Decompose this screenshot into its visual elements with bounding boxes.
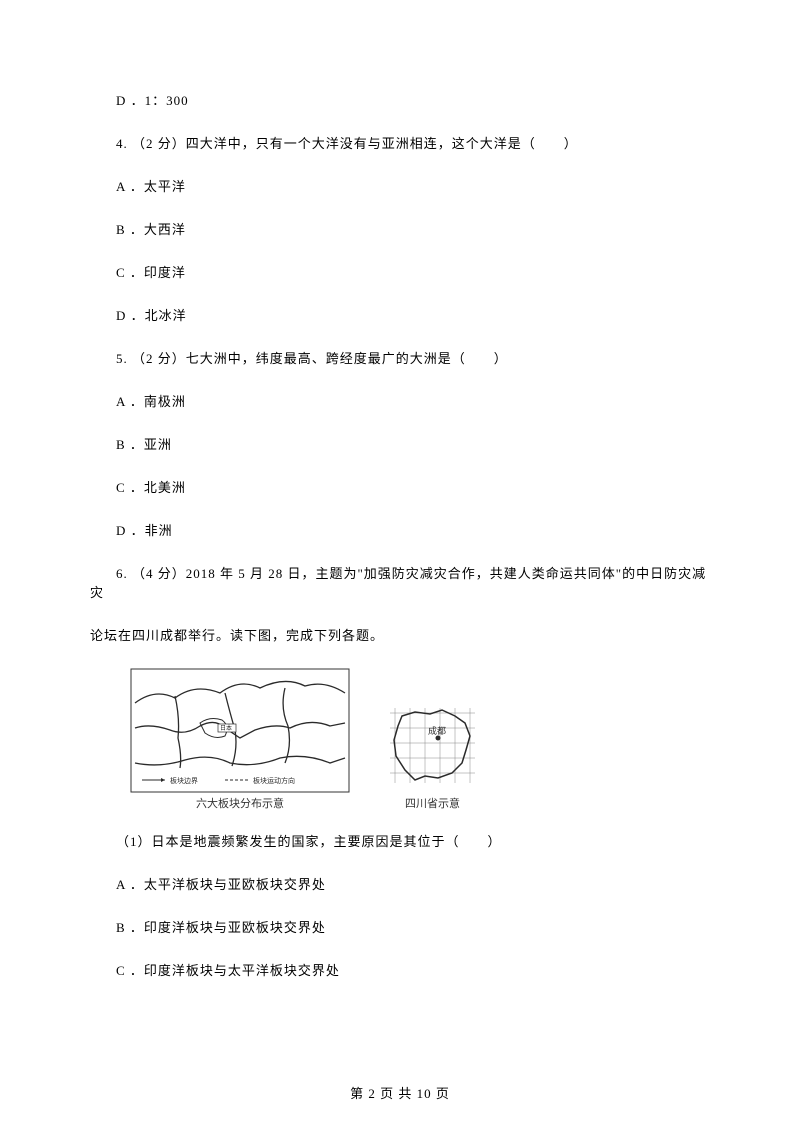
q6-stem-line2: 论坛在四川成都举行。读下图，完成下列各题。 (90, 625, 710, 644)
q4-option-a: A ．太平洋 (90, 176, 710, 195)
figure-right-caption: 四川省示意 (405, 795, 460, 811)
q4-option-b: B ．大西洋 (90, 219, 710, 238)
q4-option-d: D ．北冰洋 (90, 305, 710, 324)
q4-stem: 4. （2 分）四大洋中，只有一个大洋没有与亚洲相连，这个大洋是（ ） (90, 133, 710, 152)
page-footer: 第 2 页 共 10 页 (0, 1083, 800, 1102)
q5-option-c: C ．北美洲 (90, 477, 710, 496)
svg-text:日本: 日本 (220, 724, 232, 732)
figure-sichuan-province: 成都 四川省示意 (380, 698, 485, 811)
document-content: D ．1：300 4. （2 分）四大洋中，只有一个大洋没有与亚洲相连，这个大洋… (90, 90, 710, 979)
q6-sub1-option-a: A ．太平洋板块与亚欧板块交界处 (90, 874, 710, 893)
q6-sub1-option-c: C ．印度洋板块与太平洋板块交界处 (90, 960, 710, 979)
sichuan-map-icon: 成都 (380, 698, 485, 793)
figure-left-caption: 六大板块分布示意 (196, 795, 284, 811)
q5-option-d: D ．非洲 (90, 520, 710, 539)
chengdu-label: 成都 (428, 725, 446, 736)
q3-option-d: D ．1：300 (90, 90, 710, 109)
svg-text:板块边界: 板块边界 (170, 776, 198, 785)
tectonic-plates-map-icon: 日本 板块边界 板块运动方向 (130, 668, 350, 793)
q6-sub1-stem: （1）日本是地震频繁发生的国家，主要原因是其位于（ ） (90, 831, 710, 850)
q5-option-b: B ．亚洲 (90, 434, 710, 453)
q6-sub1-option-b: B ．印度洋板块与亚欧板块交界处 (90, 917, 710, 936)
q5-stem: 5. （2 分）七大洲中，纬度最高、跨经度最广的大洲是（ ） (90, 348, 710, 367)
svg-text:板块运动方向: 板块运动方向 (253, 776, 295, 785)
figure-tectonic-plates: 日本 板块边界 板块运动方向 六大板块分布示意 (130, 668, 350, 811)
q5-option-a: A ．南极洲 (90, 391, 710, 410)
q6-stem-line1: 6. （4 分）2018 年 5 月 28 日，主题为"加强防灾减灾合作，共建人… (90, 563, 710, 601)
figure-container: 日本 板块边界 板块运动方向 六大板块分布示意 (130, 668, 710, 811)
q4-option-c: C ．印度洋 (90, 262, 710, 281)
